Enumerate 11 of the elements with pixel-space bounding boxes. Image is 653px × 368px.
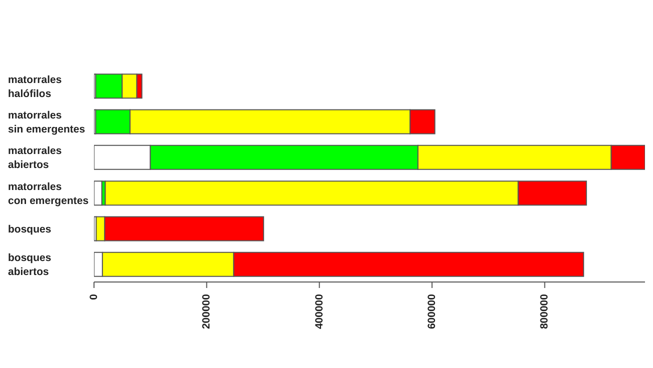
y-tick-label: matorrales abiertos [8, 145, 62, 172]
x-tick-label: 400000 [313, 294, 326, 330]
y-tick-label: matorrales sin emergentes [8, 110, 86, 136]
x-tick-label: 800000 [538, 294, 551, 330]
x-tick-label: 200000 [200, 294, 213, 330]
y-tick-label: matorrales con emergentes [8, 180, 89, 207]
y-tick-label: bosques abiertos [8, 252, 52, 278]
x-tick-label: 0 [88, 294, 100, 300]
x-tick-label: 600000 [426, 294, 438, 330]
y-tick-label: bosques [8, 224, 52, 236]
y-tick-label: matorrales halófilos [8, 74, 62, 100]
